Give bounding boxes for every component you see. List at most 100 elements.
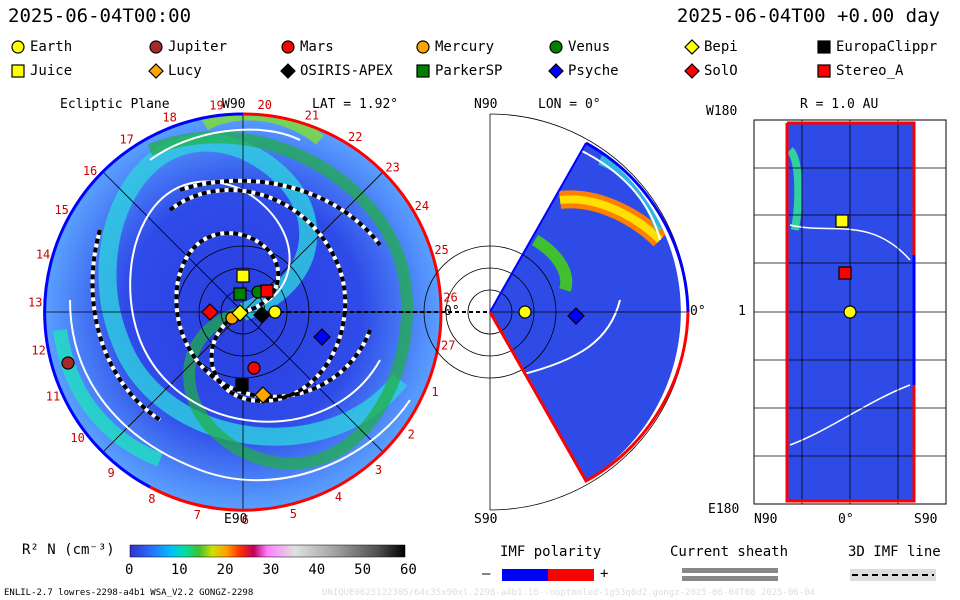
diamond-icon xyxy=(684,39,700,55)
marker-europaclippr xyxy=(235,378,249,392)
date-left: 2025-06-04T00:00 xyxy=(8,5,192,27)
sphere-bottom-left: E180 xyxy=(708,502,740,517)
carrington-day-label: 19 xyxy=(209,99,223,113)
marker-psyche xyxy=(313,328,331,346)
legend-item-earth: Earth xyxy=(10,39,72,55)
circle-icon xyxy=(281,40,295,54)
ecliptic-bottom-label: E90 xyxy=(224,512,248,527)
marker-jupiter xyxy=(61,356,75,370)
marker-bepi xyxy=(231,304,249,322)
carrington-day-label: 6 xyxy=(242,513,249,527)
meridional-left-label: 0° xyxy=(444,304,460,319)
footer: ENLIL-2.7 lowres-2298-a4b1 WSA_V2.2 GONG… xyxy=(4,588,254,598)
sphere-x-right: S90 xyxy=(914,512,938,527)
marker-earth xyxy=(843,305,857,319)
legend-item-mercury: Mercury xyxy=(415,39,494,55)
marker-osiris-apex xyxy=(253,306,271,324)
legend-item-europaclippr: EuropaClippr xyxy=(816,39,937,55)
colorbar xyxy=(129,544,406,558)
marker-solo xyxy=(201,303,219,321)
sphere-x-left: N90 xyxy=(754,512,778,527)
square-icon xyxy=(817,40,831,54)
circle-icon xyxy=(11,40,25,54)
colorbar-tick: 60 xyxy=(400,562,417,578)
legend-item-jupiter: Jupiter xyxy=(148,39,227,55)
circle-icon xyxy=(149,40,163,54)
carrington-day-label: 5 xyxy=(290,507,297,521)
diamond-icon xyxy=(548,63,564,79)
colorbar-tick: 20 xyxy=(216,562,234,578)
marker-earth xyxy=(518,305,532,319)
ecliptic-top-label: W90 xyxy=(222,97,246,112)
sphere-top-left: W180 xyxy=(706,104,738,119)
imf-minus: – xyxy=(482,566,491,582)
carrington-day-label: 11 xyxy=(46,390,60,404)
meridional-lon: LON = 0° xyxy=(538,97,601,112)
marker-juice xyxy=(835,214,849,228)
carrington-day-label: 13 xyxy=(28,295,42,309)
legend-label: Jupiter xyxy=(168,39,228,55)
marker-juice xyxy=(236,269,250,283)
carrington-day-label: 4 xyxy=(335,490,342,504)
legend-label: Lucy xyxy=(168,63,202,79)
colorbar-tick: 0 xyxy=(125,562,134,578)
legend-label: SolO xyxy=(704,63,738,79)
legend-item-osiris-apex: OSIRIS-APEX xyxy=(280,63,393,79)
carrington-day-label: 24 xyxy=(415,199,429,213)
imf-line-label: 3D IMF line xyxy=(848,544,941,560)
marker-mars xyxy=(247,361,261,375)
current-sheath-label: Current sheath xyxy=(670,544,789,560)
legend-item-parkersp: ParkerSP xyxy=(415,63,502,79)
carrington-day-label: 1 xyxy=(431,385,438,399)
colorbar-tick: 50 xyxy=(354,562,372,578)
carrington-day-label: 25 xyxy=(434,243,448,257)
diamond-icon xyxy=(684,63,700,79)
legend-item-stereo-a: Stereo_A xyxy=(816,63,903,79)
imf-negative xyxy=(502,569,548,581)
watermark: UNIQUE0625122305/64c35x90xl.2298-a4b1.16… xyxy=(322,588,816,598)
legend-item-solo: SolO xyxy=(684,63,738,79)
carrington-day-label: 26 xyxy=(443,290,457,304)
carrington-day-label: 21 xyxy=(305,109,319,123)
legend-label: Mercury xyxy=(435,39,495,55)
date-right: 2025-06-04T00 +0.00 day xyxy=(676,5,940,27)
carrington-day-label: 3 xyxy=(375,463,382,477)
square-icon xyxy=(416,64,430,78)
carrington-day-label: 18 xyxy=(162,110,176,124)
imf-positive xyxy=(548,569,594,581)
legend-item-psyche: Psyche xyxy=(548,63,619,79)
meridional-right-label: 0° xyxy=(690,304,706,319)
marker-stereo-a xyxy=(260,284,274,298)
marker-earth xyxy=(268,305,282,319)
carrington-day-label: 12 xyxy=(31,343,45,357)
circle-icon xyxy=(549,40,563,54)
meridional-top-label: N90 xyxy=(474,97,498,112)
carrington-day-label: 20 xyxy=(258,98,272,112)
carrington-day-label: 15 xyxy=(54,203,68,217)
square-icon xyxy=(11,64,25,78)
marker-stereo-a xyxy=(838,266,852,280)
carrington-day-label: 14 xyxy=(36,248,50,262)
carrington-day-label: 10 xyxy=(70,431,84,445)
carrington-day-label: 22 xyxy=(348,130,362,144)
meridional-bottom-label: S90 xyxy=(474,512,498,527)
meridional-panel xyxy=(423,113,690,511)
imf-title: IMF polarity xyxy=(500,544,602,560)
legend-label: OSIRIS-APEX xyxy=(300,63,393,79)
sphere-x-mid: 0° xyxy=(838,512,854,527)
carrington-day-label: 2 xyxy=(408,427,415,441)
colorbar-tick: 30 xyxy=(262,562,280,578)
diamond-icon xyxy=(280,63,296,79)
colorbar-tick: 10 xyxy=(170,562,188,578)
marker-lucy xyxy=(254,386,272,404)
sphere-radius: R = 1.0 AU xyxy=(800,97,879,112)
legend-label: Earth xyxy=(30,39,73,55)
legend-label: Stereo_A xyxy=(836,63,904,79)
carrington-day-label: 17 xyxy=(119,133,133,147)
marker-parkersp xyxy=(233,287,247,301)
carrington-day-label: 8 xyxy=(148,492,155,506)
square-icon xyxy=(817,64,831,78)
carrington-day-label: 27 xyxy=(441,339,455,353)
marker-psyche xyxy=(567,307,585,325)
diamond-icon xyxy=(148,63,164,79)
